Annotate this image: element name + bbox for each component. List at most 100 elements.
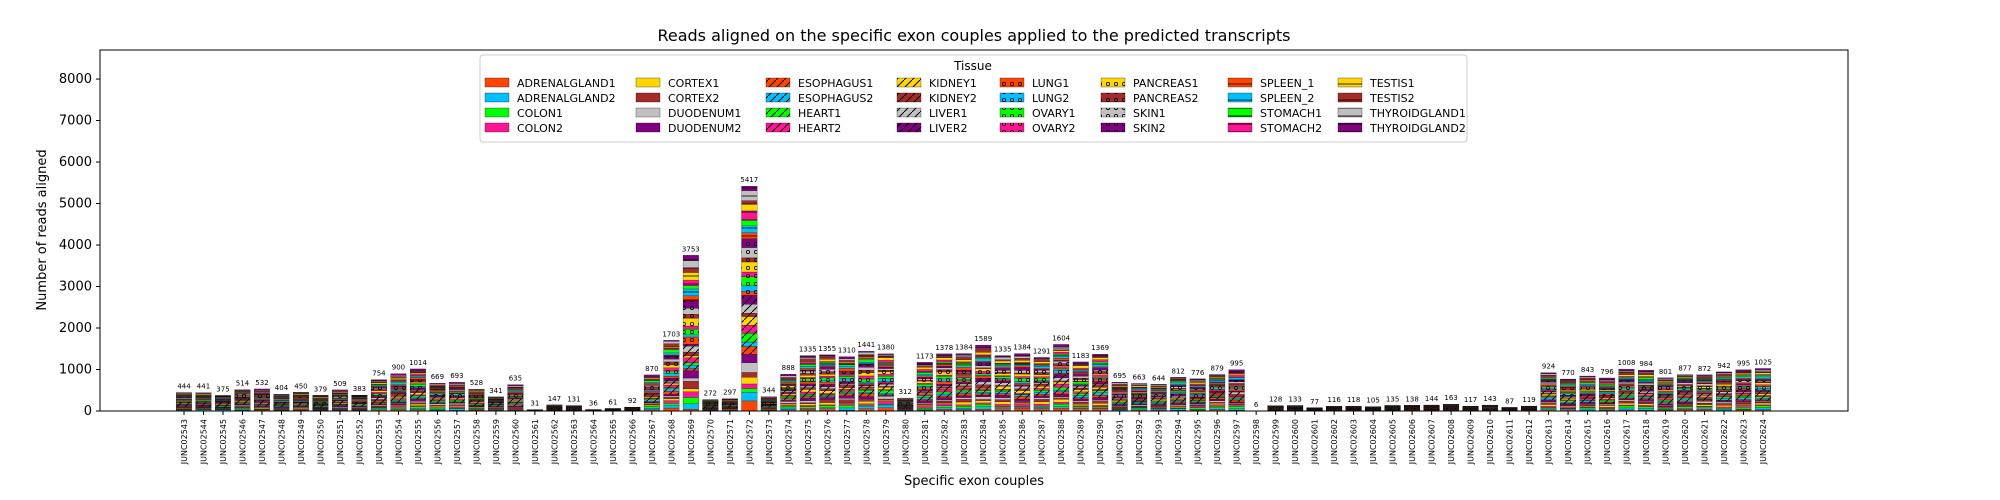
bar-value-label: 812 [1172, 367, 1185, 375]
bar-segment [293, 393, 309, 395]
bar-segment [682, 345, 699, 353]
x-tick-label: JUNC02608 [1447, 419, 1456, 465]
bar-segment [410, 399, 426, 402]
bar-segment [1014, 358, 1031, 361]
bar-segment [1170, 385, 1187, 387]
bar-segment [936, 395, 953, 398]
bar-segment [1618, 404, 1635, 407]
bar-segment [371, 407, 387, 409]
legend-item: THYROIDGLAND1 [1337, 107, 1466, 120]
bar-segment [1170, 402, 1187, 404]
bar-segment [799, 400, 816, 403]
bar-segment [1735, 402, 1752, 405]
bar-value-label: 128 [1269, 396, 1282, 404]
bar-segment [994, 370, 1011, 373]
bar-segment [1755, 380, 1771, 383]
bar-segment [1131, 404, 1148, 407]
bar-segment [1150, 407, 1167, 409]
bar-value-label: 3753 [682, 245, 700, 253]
bar-segment [1579, 382, 1596, 385]
bar-segment [1170, 392, 1187, 394]
bar-segment [682, 377, 699, 382]
bar-value-label: 379 [314, 385, 327, 393]
bar-value-label: 995 [1230, 360, 1243, 368]
bar-segment [234, 409, 251, 411]
bar-segment [916, 387, 933, 390]
bar [215, 395, 231, 412]
bar-segment [1579, 388, 1596, 391]
bar-segment [799, 396, 816, 399]
bar-segment [1735, 405, 1752, 408]
bar-segment [1228, 377, 1245, 380]
bar-segment [1111, 402, 1128, 404]
bar-segment [799, 368, 816, 371]
bar-segment [429, 386, 446, 389]
bar-segment [1755, 376, 1771, 379]
bar-segment [838, 398, 855, 400]
bar-segment [234, 405, 251, 407]
bar-segment [936, 374, 953, 377]
x-tick-label: JUNC02567 [648, 419, 657, 465]
bar-segment [1014, 370, 1031, 374]
bar-segment [936, 386, 953, 389]
x-tick-label: JUNC02622 [1720, 419, 1729, 465]
bar-segment [1072, 379, 1089, 382]
bar-segment [819, 365, 836, 367]
bar-segment [1735, 388, 1752, 390]
bar-segment [955, 401, 972, 405]
bar-segment [1150, 392, 1167, 394]
bar-value-label: 877 [1678, 365, 1691, 373]
bar-segment [916, 377, 933, 379]
bar-segment [1014, 402, 1031, 404]
bar-segment [780, 374, 797, 377]
bar-segment [1228, 372, 1245, 374]
legend-swatch [1337, 92, 1363, 103]
bar-value-label: 144 [1425, 395, 1439, 403]
bar-segment [975, 368, 992, 372]
legend-item: DUODENUM2 [635, 122, 741, 135]
bar-segment [1033, 395, 1050, 398]
bar-segment [1735, 379, 1752, 381]
bar [1696, 374, 1713, 412]
bar-segment [819, 371, 836, 375]
bar-segment [1189, 403, 1206, 405]
bar-segment [838, 392, 855, 394]
legend-swatch [765, 92, 791, 103]
bar-segment [1228, 373, 1245, 376]
legend-label: STOMACH2 [1260, 122, 1322, 135]
legend-swatch [635, 77, 661, 88]
bar [371, 379, 387, 412]
bar-segment [1053, 365, 1070, 367]
bar-segment [1228, 399, 1245, 401]
bar-segment [663, 349, 680, 354]
bar-value-label: 1369 [1091, 344, 1109, 352]
bar-segment [371, 397, 387, 400]
bar-segment [877, 366, 894, 369]
bar-segment [877, 374, 894, 377]
bar-segment [1638, 372, 1654, 375]
bar-segment [936, 364, 953, 367]
bar-segment [916, 404, 933, 406]
bar-segment [858, 386, 875, 389]
bar-segment [780, 389, 797, 392]
x-tick-label: JUNC02602 [1330, 419, 1339, 465]
bar [176, 392, 192, 412]
bar-segment [1189, 380, 1206, 382]
bar-segment [741, 377, 758, 385]
bar-segment [1209, 407, 1226, 410]
bar-segment [1755, 396, 1771, 399]
x-tick-label: JUNC02548 [277, 419, 286, 465]
x-tick-label: JUNC02557 [453, 419, 462, 465]
bar-value-label: 441 [197, 383, 210, 391]
bar-segment [1033, 372, 1050, 375]
bar-segment [1053, 372, 1070, 375]
bar-segment [1735, 397, 1752, 400]
bar-segment [994, 366, 1011, 369]
bar-segment [994, 357, 1011, 360]
bar-value-label: 135 [1386, 395, 1399, 403]
bar-segment [1618, 392, 1635, 394]
bar-segment [1755, 404, 1771, 406]
bar-segment [994, 389, 1011, 392]
x-tick-label: JUNC02570 [706, 419, 715, 465]
